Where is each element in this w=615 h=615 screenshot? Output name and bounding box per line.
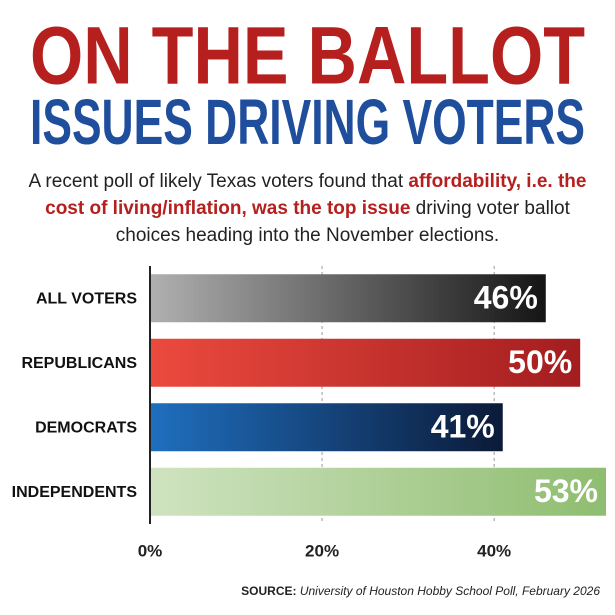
description-text: driving voter ballot choices heading int… (115, 198, 570, 246)
bar (150, 274, 546, 323)
x-tick-label: 40% (477, 541, 511, 560)
source: SOURCE: University of Houston Hobby Scho… (241, 584, 600, 598)
value-label: 46% (474, 280, 538, 316)
category-label: DEMOCRATS (35, 419, 137, 436)
source-text: University of Houston Hobby School Poll,… (300, 584, 600, 598)
x-tick-label: 0% (138, 541, 163, 560)
category-label: REPUBLICANS (21, 355, 137, 372)
description: A recent poll of likely Texas voters fou… (20, 168, 595, 249)
description-text: A recent poll of likely Texas voters fou… (28, 171, 409, 192)
value-label: 53% (534, 473, 598, 509)
source-label: SOURCE: (241, 584, 296, 598)
value-label: 50% (508, 344, 572, 380)
category-label: ALL VOTERS (36, 290, 137, 307)
chart-title: ON THE BALLOT (30, 11, 585, 102)
chart-subtitle: ISSUES DRIVING VOTERS (30, 86, 585, 158)
bar (150, 467, 606, 516)
category-label: INDEPENDENTS (12, 484, 138, 501)
description-highlight: affordability, i.e. the cost of living/i… (45, 171, 587, 219)
bar (150, 338, 581, 387)
x-tick-label: 20% (305, 541, 339, 560)
bar (150, 403, 503, 452)
value-label: 41% (431, 409, 495, 445)
